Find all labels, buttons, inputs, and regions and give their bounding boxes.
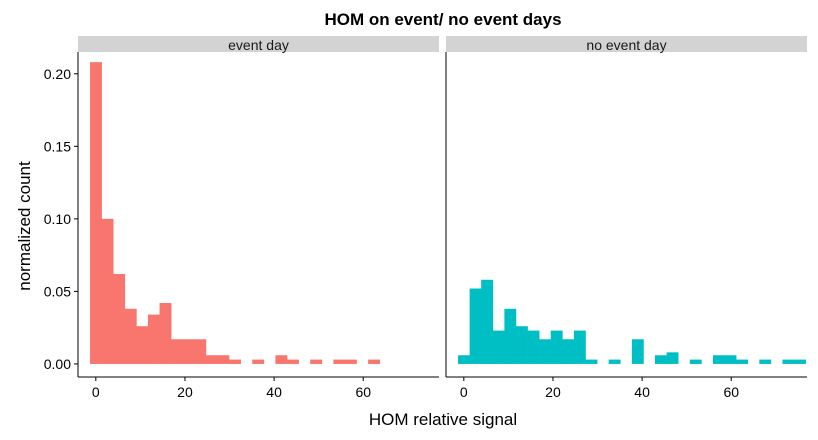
histogram-bar — [608, 359, 621, 364]
histogram-bar — [252, 359, 265, 364]
y-tick-label: 0.05 — [44, 283, 71, 299]
x-tick-label: 40 — [266, 384, 282, 400]
histogram-bar — [759, 359, 772, 364]
histogram-bar — [504, 308, 517, 364]
y-tick-label: 0.20 — [44, 66, 71, 82]
histogram-bar — [229, 359, 241, 364]
histogram-bar — [539, 339, 552, 364]
y-axis-title: normalized count — [15, 161, 34, 291]
facet-panel-0: event day 0 20 40 60 0.00 0.05 0.10 0.15 0.20 — [44, 36, 439, 400]
histogram-bar — [275, 355, 288, 364]
histogram-bar — [171, 339, 184, 364]
histogram-bar — [585, 359, 598, 364]
x-tick-label: 60 — [355, 384, 371, 400]
facet-strip-background — [446, 36, 807, 52]
histogram-bar — [333, 359, 346, 364]
y-tick-label: 0.00 — [44, 356, 71, 372]
histogram-bar — [182, 339, 195, 364]
x-axis-title: HOM relative signal — [369, 410, 517, 429]
histogram-bar — [666, 352, 679, 364]
chart-title: HOM on event/ no event days — [324, 10, 561, 29]
histogram-bar — [550, 330, 563, 364]
x-tick-label: 0 — [92, 384, 100, 400]
histogram-bar — [689, 359, 702, 364]
histogram-bar — [655, 355, 667, 364]
facet-strip-label: no event day — [586, 37, 666, 53]
histogram-bar — [481, 279, 494, 364]
facet-strip-background — [78, 36, 439, 52]
histogram-bar — [124, 308, 137, 364]
histogram-bar — [712, 355, 725, 364]
histogram-bar — [368, 359, 381, 364]
histogram-bar — [458, 355, 470, 364]
histogram-bar — [469, 288, 482, 364]
x-tick-label: 20 — [545, 384, 561, 400]
histogram-bar — [492, 330, 505, 364]
histogram-bar — [736, 359, 749, 364]
x-tick-label: 0 — [460, 384, 468, 400]
histogram-bar — [90, 62, 102, 364]
panels: event day 0 20 40 60 0.00 0.05 0.10 0.15 0.20 no e… — [44, 36, 807, 400]
histogram-bar — [573, 330, 586, 364]
x-tick-label: 40 — [634, 384, 650, 400]
histogram-bar — [101, 218, 114, 364]
histogram-bar — [205, 355, 218, 364]
x-tick-label: 20 — [177, 384, 193, 400]
histogram-bar — [159, 303, 172, 364]
histogram-bar — [782, 359, 795, 364]
histogram-bar — [310, 359, 323, 364]
y-tick-label: 0.15 — [44, 138, 71, 154]
histogram-bar — [562, 339, 575, 364]
histogram-bar — [631, 339, 644, 364]
histogram-bar — [194, 339, 207, 364]
histogram-bar — [287, 359, 299, 364]
histogram-bar — [527, 330, 540, 364]
x-tick-label: 60 — [723, 384, 739, 400]
histogram-bar — [113, 273, 126, 364]
histogram-bar — [136, 326, 149, 364]
histogram-bar — [147, 314, 160, 364]
histogram-bar — [794, 359, 806, 364]
facet-strip-label: event day — [228, 37, 289, 53]
histogram-bar — [724, 355, 737, 364]
histogram-bar — [515, 326, 528, 364]
y-tick-label: 0.10 — [44, 211, 71, 227]
histogram-bar — [344, 359, 357, 364]
facet-panel-1: no event day 0 20 40 60 — [445, 36, 807, 400]
histogram-bar — [217, 355, 230, 364]
